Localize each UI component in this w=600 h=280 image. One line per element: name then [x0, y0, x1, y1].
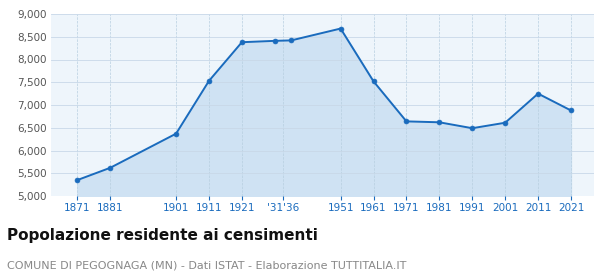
- Text: Popolazione residente ai censimenti: Popolazione residente ai censimenti: [7, 228, 318, 243]
- Text: COMUNE DI PEGOGNAGA (MN) - Dati ISTAT - Elaborazione TUTTITALIA.IT: COMUNE DI PEGOGNAGA (MN) - Dati ISTAT - …: [7, 260, 407, 270]
